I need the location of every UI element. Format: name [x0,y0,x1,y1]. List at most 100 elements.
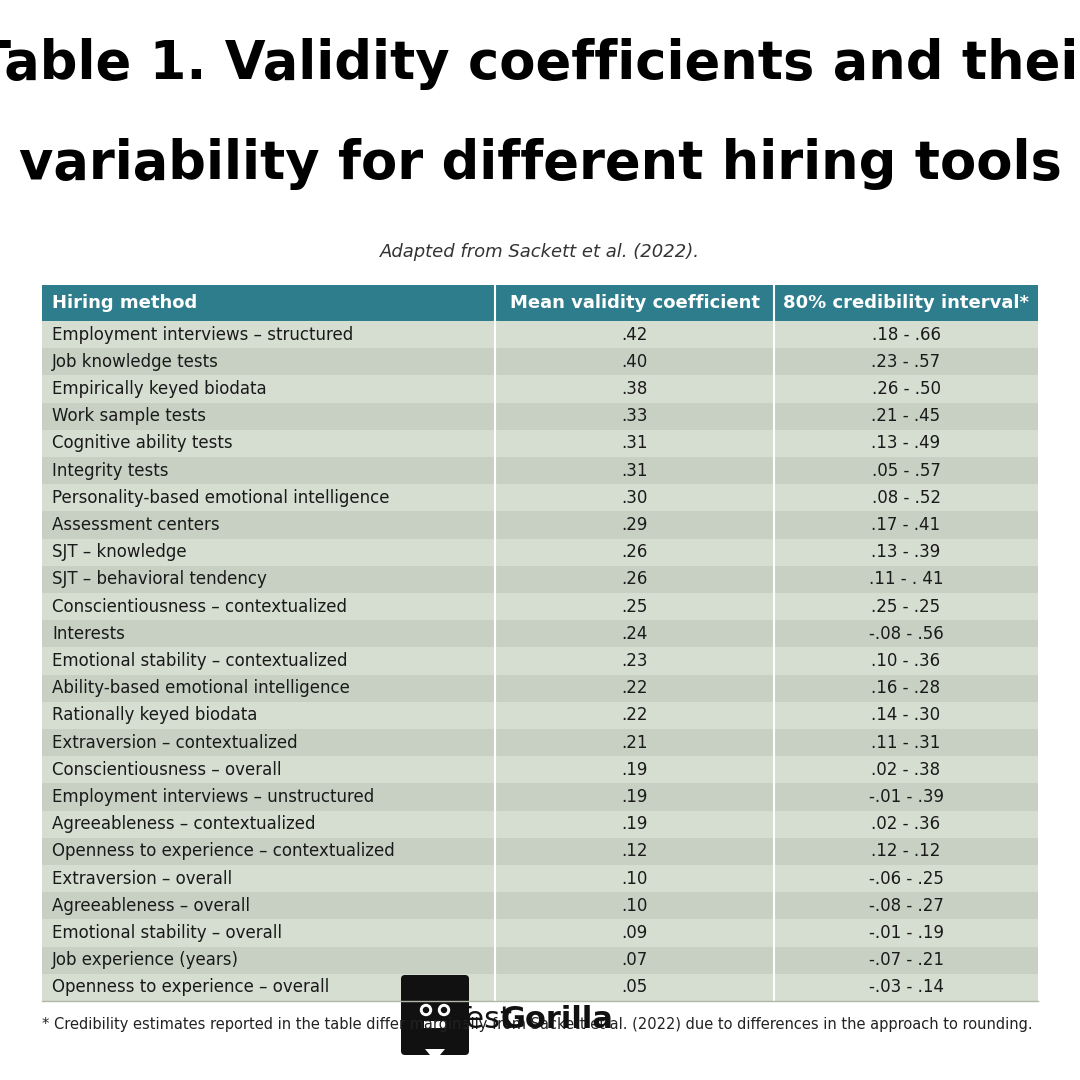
Text: .23 - .57: .23 - .57 [872,353,941,370]
Bar [774,376,1038,403]
Bar [774,321,1038,348]
Bar [42,647,495,675]
Bar [495,593,774,620]
Text: .42: .42 [621,325,648,343]
Text: Hiring method: Hiring method [52,294,198,312]
Bar [774,484,1038,512]
Bar [495,756,774,783]
Text: Cognitive ability tests: Cognitive ability tests [52,434,232,453]
Text: .26 - .50: .26 - .50 [872,380,941,399]
Text: .21 - .45: .21 - .45 [872,407,941,426]
Text: .22: .22 [621,679,648,698]
Text: .26: .26 [621,570,648,589]
Bar [774,702,1038,729]
Text: -.01 - .39: -.01 - .39 [868,788,944,806]
Text: .21: .21 [621,733,648,752]
Bar [495,865,774,892]
Text: Gorilla: Gorilla [500,1005,612,1035]
Bar [774,430,1038,457]
Bar [42,321,495,348]
Bar [774,539,1038,566]
Bar [42,919,495,946]
Bar [495,946,774,974]
Bar [495,783,774,811]
Text: .40: .40 [621,353,648,370]
Text: .19: .19 [621,815,648,833]
Text: Interests: Interests [52,625,125,643]
Bar [774,348,1038,376]
Bar [774,647,1038,675]
Bar [495,620,774,647]
Text: Openness to experience – overall: Openness to experience – overall [52,978,329,997]
Bar [42,376,495,403]
Bar [42,512,495,539]
Text: Job experience (years): Job experience (years) [52,951,239,969]
Text: -.07 - .21: -.07 - .21 [868,951,944,969]
Bar [495,376,774,403]
Bar [495,566,774,593]
Text: Integrity tests: Integrity tests [52,461,168,480]
Text: .02 - .36: .02 - .36 [872,815,941,833]
Bar [42,892,495,919]
Text: .23: .23 [621,652,648,670]
Text: .05 - .57: .05 - .57 [872,461,941,480]
Text: Emotional stability – contextualized: Emotional stability – contextualized [52,652,348,670]
Text: Ability-based emotional intelligence: Ability-based emotional intelligence [52,679,350,698]
Text: .24: .24 [621,625,648,643]
Bar [495,647,774,675]
Text: Assessment centers: Assessment centers [52,516,219,534]
Bar [774,919,1038,946]
Text: * Credibility estimates reported in the table differ marginally from Sackett et : * Credibility estimates reported in the … [42,1017,1032,1032]
Text: Adapted from Sackett et al. (2022).: Adapted from Sackett et al. (2022). [380,243,700,261]
Text: .10: .10 [621,869,648,888]
Circle shape [438,1004,449,1015]
Bar [774,457,1038,484]
Text: Extraversion – overall: Extraversion – overall [52,869,232,888]
Text: .19: .19 [621,760,648,779]
Bar [495,430,774,457]
Text: -.06 - .25: -.06 - .25 [868,869,944,888]
Bar [42,756,495,783]
Bar [774,566,1038,593]
Text: .16 - .28: .16 - .28 [872,679,941,698]
Bar [774,811,1038,838]
Text: .38: .38 [621,380,648,399]
Text: .17 - .41: .17 - .41 [872,516,941,534]
Text: .29: .29 [621,516,648,534]
Bar [424,1021,446,1028]
Text: .05: .05 [621,978,648,997]
Bar [42,403,495,430]
Text: -.03 - .14: -.03 - .14 [868,978,944,997]
Bar [42,539,495,566]
Circle shape [423,1008,429,1013]
Bar [495,321,774,348]
Polygon shape [426,1049,445,1061]
Text: .09: .09 [621,924,648,942]
Bar [495,838,774,865]
Text: -.08 - .56: -.08 - .56 [868,625,944,643]
Bar [774,593,1038,620]
Text: .12: .12 [621,842,648,861]
Text: Conscientiousness – contextualized: Conscientiousness – contextualized [52,597,347,616]
FancyBboxPatch shape [401,975,469,1055]
Bar [42,348,495,376]
Text: .10: .10 [621,896,648,915]
Text: .25 - .25: .25 - .25 [872,597,941,616]
Bar [495,974,774,1001]
Bar [42,838,495,865]
Bar [495,729,774,756]
Text: .25: .25 [621,597,648,616]
Text: Rationally keyed biodata: Rationally keyed biodata [52,706,257,725]
Bar [774,403,1038,430]
Bar [495,675,774,702]
Bar [42,430,495,457]
Text: -.01 - .19: -.01 - .19 [868,924,944,942]
Text: .02 - .38: .02 - .38 [872,760,941,779]
Text: 80% credibility interval*: 80% credibility interval* [783,294,1029,312]
Text: .18 - .66: .18 - .66 [872,325,941,343]
Bar [774,946,1038,974]
Bar [774,285,1038,321]
Text: Job knowledge tests: Job knowledge tests [52,353,219,370]
Text: Table 1. Validity coefficients and their: Table 1. Validity coefficients and their [0,38,1080,90]
Text: Work sample tests: Work sample tests [52,407,206,426]
